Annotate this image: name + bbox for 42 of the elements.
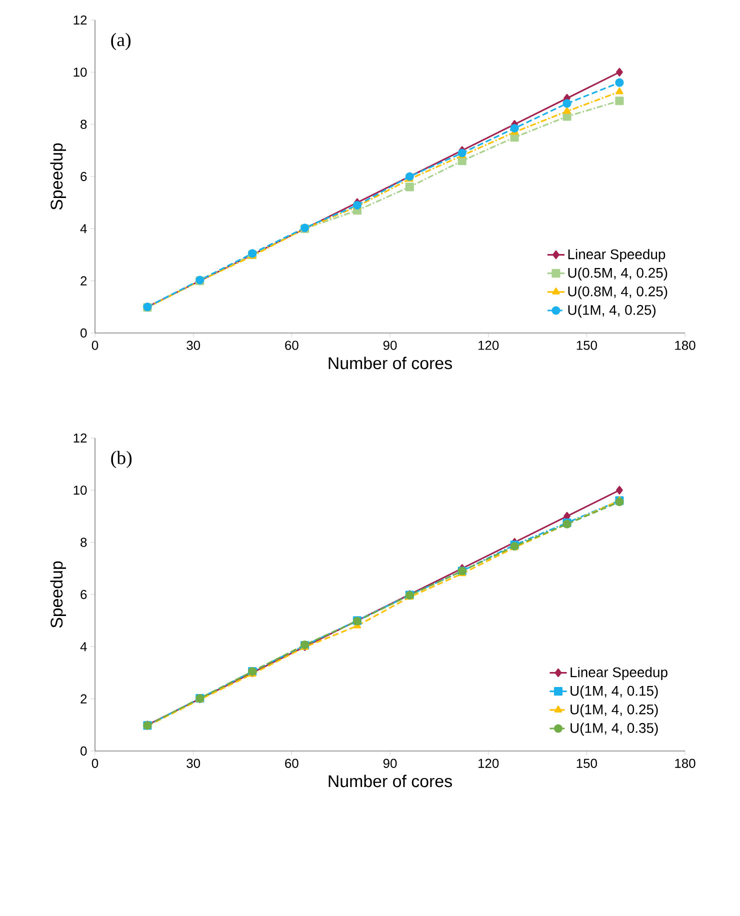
x-tick-label: 150 — [576, 340, 597, 350]
legend-label: U(1M, 4, 0.25) — [570, 704, 658, 718]
y-tick-label: 10 — [74, 486, 87, 495]
legend-label: U(1M, 4, 0.25) — [568, 304, 656, 318]
y-tick-label: 4 — [80, 224, 87, 234]
y-tick-label: 0 — [80, 328, 87, 338]
x-tick-label: 30 — [186, 340, 200, 350]
x-tick-label: 30 — [186, 758, 200, 768]
x-axis-title: Number of cores — [328, 774, 452, 788]
x-tick-label: 180 — [675, 340, 696, 350]
x-tick-label: 90 — [383, 758, 397, 768]
legend-label: U(0.8M, 4, 0.25) — [568, 286, 668, 300]
x-tick-label: 150 — [576, 758, 597, 768]
y-tick-label: 0 — [80, 746, 87, 756]
y-tick-label: 6 — [80, 590, 87, 600]
x-tick-label: 0 — [92, 758, 98, 768]
x-tick-label: 90 — [383, 340, 397, 350]
x-axis-title: Number of cores — [328, 356, 452, 370]
y-axis-title: Speedup — [50, 561, 66, 628]
legend-label: U(1M, 4, 0.15) — [570, 686, 658, 699]
x-tick-label: 60 — [285, 758, 298, 768]
x-tick-label: 60 — [285, 340, 298, 350]
annotation: (a) — [111, 32, 130, 50]
annotation: (b) — [111, 450, 132, 468]
legend-label: Linear Speedup — [568, 248, 666, 262]
y-tick-label: 4 — [80, 642, 87, 652]
x-tick-label: 0 — [92, 340, 98, 350]
y-tick-label: 12 — [74, 15, 87, 25]
y-tick-label: 10 — [74, 68, 87, 77]
y-axis-title: Speedup — [50, 143, 66, 210]
x-tick-label: 180 — [675, 758, 696, 768]
x-tick-label: 120 — [478, 758, 499, 768]
y-tick-label: 2 — [80, 276, 87, 286]
legend-label: Linear Speedup — [570, 666, 668, 680]
x-tick-label: 120 — [478, 340, 499, 350]
y-tick-label: 8 — [80, 538, 87, 547]
y-tick-label: 2 — [80, 694, 87, 704]
legend-label: U(1M, 4, 0.35) — [570, 722, 658, 736]
y-tick-label: 6 — [80, 172, 87, 182]
y-tick-label: 12 — [74, 433, 87, 443]
y-tick-label: 8 — [80, 120, 87, 129]
legend-label: U(0.5M, 4, 0.25) — [568, 268, 668, 281]
